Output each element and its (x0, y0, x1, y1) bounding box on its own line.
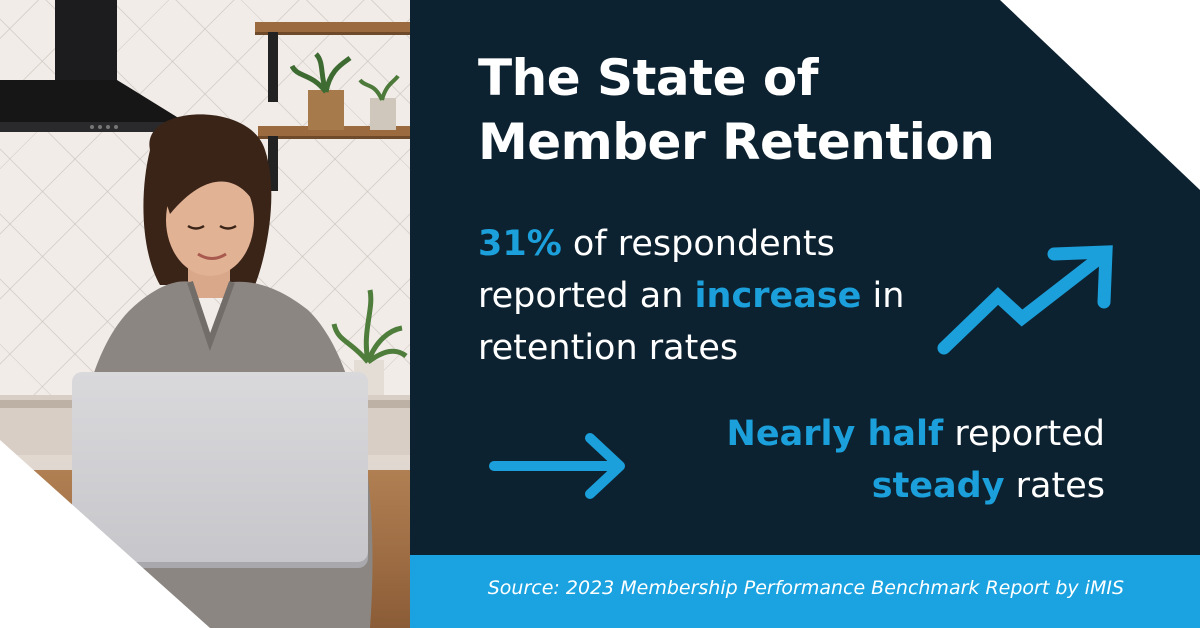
shelf-bracket (268, 136, 278, 191)
right-arrow-icon (489, 433, 625, 499)
stat-steady-text-a: reported (943, 414, 1105, 454)
stat-steady-keyword: steady (871, 466, 1005, 506)
headline: The State of Member Retention (478, 46, 1098, 174)
source-bar: Source: 2023 Membership Performance Benc… (410, 555, 1200, 628)
stat-increase-percent: 31% (478, 224, 562, 264)
photo-woman-with-laptop (0, 0, 410, 628)
trending-up-arrow-icon (937, 245, 1113, 355)
upper-shelf (255, 22, 410, 35)
stat-increase-keyword: increase (694, 276, 862, 316)
stat-steady-phrase: Nearly half (726, 414, 944, 454)
stat-steady-text-b: rates (1004, 466, 1105, 506)
corner-cutout (0, 440, 210, 628)
source-citation: Source: 2023 Membership Performance Benc… (487, 577, 1124, 599)
range-hood (0, 0, 185, 132)
headline-line-1: The State of (478, 49, 819, 107)
stat-steady: Nearly half reported steady rates (635, 408, 1105, 512)
stat-increase-text-b: in retention rates (478, 276, 905, 368)
shelf-bracket (268, 32, 278, 102)
headline-line-2: Member Retention (478, 113, 995, 171)
potted-plant (290, 52, 400, 130)
stat-increase-text-a: of respondents reported an (478, 224, 835, 316)
stat-increase: 31% of respondents reported an increase … (478, 218, 948, 374)
